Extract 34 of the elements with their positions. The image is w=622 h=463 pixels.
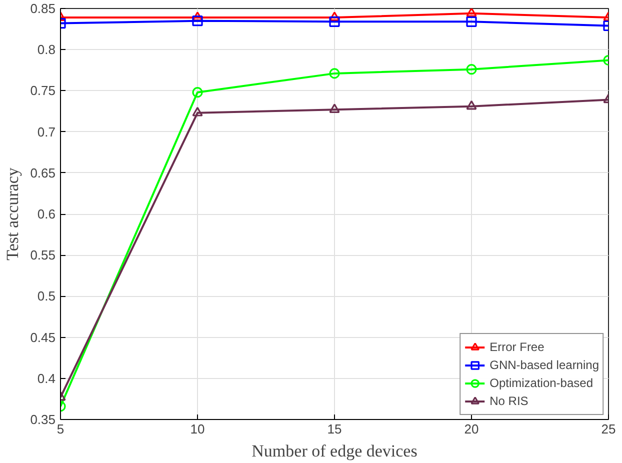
point xyxy=(329,68,340,79)
point xyxy=(192,87,203,98)
y-tick-label: 0.65 xyxy=(30,165,56,180)
point xyxy=(192,106,203,116)
y-tick-label: 0.6 xyxy=(37,206,56,222)
x-tick-label: 15 xyxy=(327,422,342,436)
legend-label: Optimization-based xyxy=(490,375,593,392)
legend-label: No RIS xyxy=(490,393,528,410)
x-tick-label: 25 xyxy=(601,422,616,436)
x-tick-label: 20 xyxy=(464,422,479,436)
point xyxy=(329,16,340,27)
point xyxy=(329,104,340,114)
y-tick-label: 0.35 xyxy=(30,412,56,427)
x-tick-label: 10 xyxy=(190,422,205,436)
y-tick-label: 0.45 xyxy=(30,330,56,345)
point xyxy=(466,64,477,75)
y-tick-label: 0.8 xyxy=(37,42,56,58)
y-tick-label: 0.7 xyxy=(37,124,56,140)
point xyxy=(466,8,477,17)
point xyxy=(466,16,477,27)
point xyxy=(329,12,340,21)
x-tick-label: 5 xyxy=(56,422,64,436)
y-tick-label: 0.55 xyxy=(30,248,56,263)
point xyxy=(192,16,203,26)
y-tick-label: 0.85 xyxy=(30,1,56,16)
point xyxy=(466,100,477,110)
y-tick-label: 0.4 xyxy=(37,370,56,386)
x-axis-title: Number of edge devices xyxy=(252,442,418,460)
legend-label: GNN-based learning xyxy=(490,357,599,374)
y-tick-label: 0.5 xyxy=(37,288,56,304)
y-tick-label: 0.75 xyxy=(30,83,56,98)
legend-label: Error Free xyxy=(490,339,544,356)
y-axis-title: Test accuracy xyxy=(3,167,22,260)
point xyxy=(192,12,203,21)
